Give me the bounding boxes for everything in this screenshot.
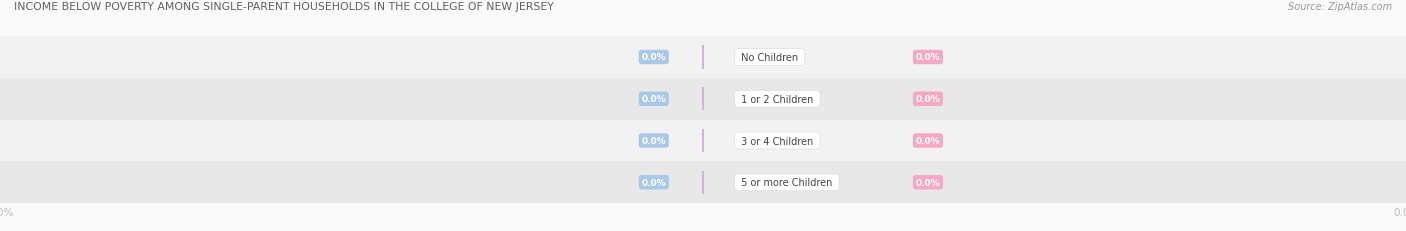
Bar xyxy=(0,162,1406,203)
Text: 5 or more Children: 5 or more Children xyxy=(738,177,835,188)
Bar xyxy=(0,120,1406,162)
Text: Source: ZipAtlas.com: Source: ZipAtlas.com xyxy=(1288,2,1392,12)
Text: 0.0%: 0.0% xyxy=(915,53,941,62)
Bar xyxy=(0,79,1406,120)
Text: 0.0%: 0.0% xyxy=(915,137,941,145)
Text: 3 or 4 Children: 3 or 4 Children xyxy=(738,136,817,146)
Text: No Children: No Children xyxy=(738,53,801,63)
Text: INCOME BELOW POVERTY AMONG SINGLE-PARENT HOUSEHOLDS IN THE COLLEGE OF NEW JERSEY: INCOME BELOW POVERTY AMONG SINGLE-PARENT… xyxy=(14,2,554,12)
Text: 0.0%: 0.0% xyxy=(641,53,666,62)
Text: 0.0%: 0.0% xyxy=(915,95,941,104)
Text: 0.0%: 0.0% xyxy=(915,178,941,187)
Text: 0.0%: 0.0% xyxy=(641,178,666,187)
Bar xyxy=(0,37,1406,79)
Text: 0.0%: 0.0% xyxy=(641,95,666,104)
Text: 0.0%: 0.0% xyxy=(641,137,666,145)
Text: 1 or 2 Children: 1 or 2 Children xyxy=(738,94,817,104)
